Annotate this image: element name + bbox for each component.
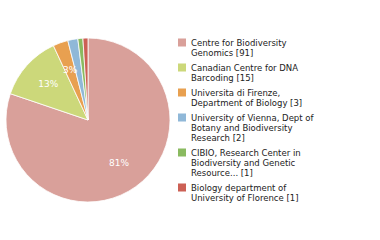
slice xyxy=(6,38,170,202)
data-labels: 81% 13% 3% xyxy=(38,65,129,169)
legend-entry: Biology department ofUniversity of Flore… xyxy=(178,183,299,203)
legend-label: Centre for BiodiversityGenomics [91] xyxy=(191,38,287,58)
legend-entry: Canadian Centre for DNABarcoding [15] xyxy=(178,63,298,83)
legend-swatch xyxy=(178,184,186,192)
legend-entry: University of Vienna, Dept ofBotany and … xyxy=(178,113,314,143)
legend-entry: Centre for BiodiversityGenomics [91] xyxy=(178,38,287,58)
legend: Centre for BiodiversityGenomics [91] Cana… xyxy=(178,38,314,203)
data-label: 3% xyxy=(63,65,78,75)
legend-label: University of Vienna, Dept ofBotany and … xyxy=(191,113,314,143)
legend-swatch xyxy=(178,149,186,157)
slices xyxy=(6,38,170,202)
legend-entry: CIBIO, Research Center inBiodiversity an… xyxy=(178,148,301,178)
chart: 81% 13% 3% Centre for BiodiversityGenomics … xyxy=(0,0,380,240)
legend-swatch xyxy=(178,89,186,97)
legend-swatch xyxy=(178,39,186,47)
data-label: 81% xyxy=(109,158,129,168)
legend-swatch xyxy=(178,64,186,72)
slice xyxy=(68,39,88,120)
legend-label: Canadian Centre for DNABarcoding [15] xyxy=(191,63,298,83)
legend-swatch xyxy=(178,114,186,122)
slice xyxy=(78,38,88,120)
legend-label: Universita di Firenze,Department of Biol… xyxy=(191,88,302,108)
legend-label: Biology department ofUniversity of Flore… xyxy=(191,183,299,203)
legend-entry: Universita di Firenze,Department of Biol… xyxy=(178,88,302,108)
legend-label: CIBIO, Research Center inBiodiversity an… xyxy=(191,148,301,178)
data-label: 13% xyxy=(38,79,58,89)
slice xyxy=(83,38,88,120)
